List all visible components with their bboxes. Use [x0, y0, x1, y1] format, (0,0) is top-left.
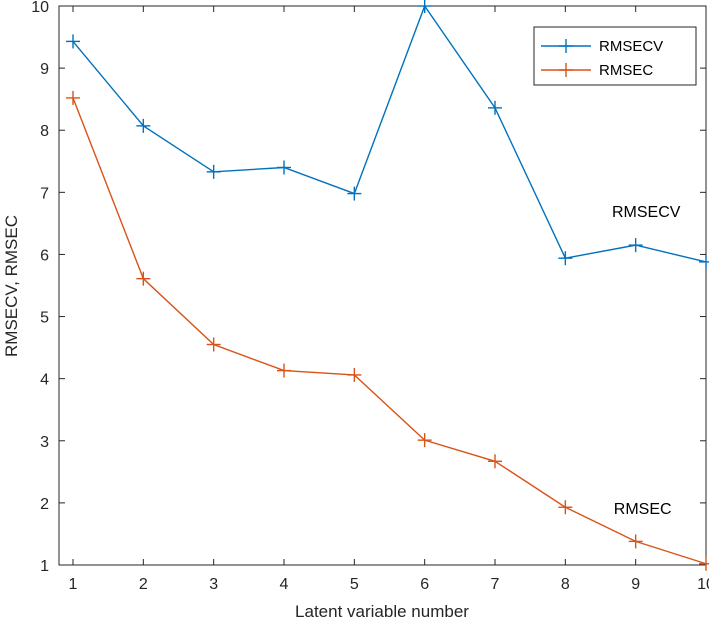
y-tick-label: 3 [40, 434, 49, 451]
y-tick-label: 9 [40, 61, 49, 78]
x-tick-label: 8 [561, 576, 570, 593]
x-tick-label: 5 [350, 576, 359, 593]
data-point-rmsecv [347, 186, 362, 201]
x-tick-label: 10 [697, 576, 709, 593]
annotation-rmsecv: RMSECV [612, 204, 681, 221]
data-point-rmsec [488, 454, 502, 469]
legend-label: RMSEC [599, 62, 653, 79]
y-tick-label: 8 [40, 123, 49, 140]
data-point-rmsecv [699, 254, 709, 269]
legend-label: RMSECV [599, 38, 663, 55]
data-point-rmsec [206, 337, 221, 352]
data-point-rmsecv [66, 34, 80, 49]
data-point-rmsec [558, 500, 573, 515]
series-line-rmsecv [72, 4, 707, 263]
plot-area [58, 5, 707, 566]
x-tick-label: 1 [69, 576, 78, 593]
data-point-rmsec [417, 433, 432, 448]
legend-item-rmsecv: RMSECV [541, 38, 663, 55]
data-point-rmsecv [417, 0, 432, 13]
data-point-rmsecv [488, 100, 502, 115]
annotations: RMSECV RMSEC [612, 204, 681, 518]
x-tick-label: 4 [280, 576, 289, 593]
x-tick-label: 2 [139, 576, 148, 593]
y-tick-label: 5 [40, 310, 49, 327]
data-point-rmsecv [206, 164, 221, 179]
data-point-rmsec [628, 534, 643, 549]
x-tick-label: 6 [420, 576, 429, 593]
data-point-rmsec [66, 90, 80, 105]
series-layer [66, 0, 709, 571]
data-point-rmsec [347, 367, 362, 382]
data-point-rmsecv [628, 238, 643, 253]
y-tick-label: 4 [40, 372, 49, 389]
series-line-rmsec [72, 97, 707, 565]
y-tick-label: 7 [40, 185, 49, 202]
y-axis: 1 2 3 4 5 6 7 8 9 10 [31, 0, 706, 575]
legend: RMSECV RMSEC [533, 26, 697, 86]
y-tick-label: 2 [40, 496, 49, 513]
legend-box [533, 26, 697, 86]
data-point-rmsecv [136, 118, 151, 133]
legend-item-rmsec: RMSEC [541, 62, 653, 79]
data-point-rmsec [699, 556, 709, 571]
data-point-rmsecv [277, 160, 291, 175]
y-axis-label: RMSECV, RMSEC [2, 215, 21, 357]
annotation-rmsec: RMSEC [614, 501, 672, 518]
y-tick-label: 10 [31, 0, 49, 16]
x-tick-label: 7 [491, 576, 500, 593]
y-tick-label: 6 [40, 247, 49, 264]
x-tick-label: 3 [209, 576, 218, 593]
data-point-rmsec [277, 363, 291, 378]
data-point-rmsec [136, 271, 151, 286]
y-tick-label: 1 [40, 558, 49, 575]
x-tick-label: 9 [631, 576, 640, 593]
data-point-rmsecv [558, 251, 573, 266]
x-axis-label: Latent variable number [295, 602, 469, 621]
